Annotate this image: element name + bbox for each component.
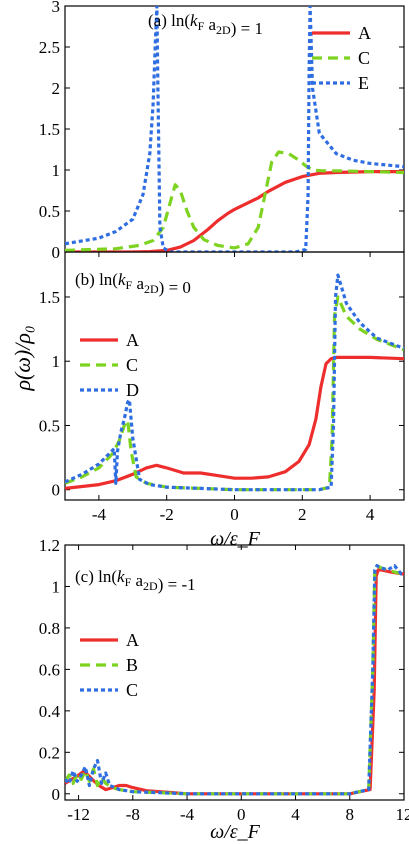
legend-label: C	[126, 680, 138, 700]
panel-c: 0 0.2 0.4 0.6 0.8 1 1.2 -12 -8 -4 0 4 8 12 (c) ln(kF a…	[39, 536, 409, 824]
legend-label: C	[126, 355, 138, 375]
x-axis-label-c: ω/ε_F	[210, 821, 261, 843]
y-tick-label: 2.5	[39, 38, 60, 57]
panel-a: 0 0.5 1 1.5 2 2.5 3 (a) ln(kF a2D) = 1 ACE	[39, 0, 405, 262]
x-tick-label: 0	[237, 805, 246, 824]
x-tick-label: -8	[126, 805, 140, 824]
x-tick-label: -2	[160, 505, 174, 524]
legend-label: B	[126, 655, 138, 675]
legend-label: E	[358, 73, 369, 93]
panel-annotation-b: (b) ln(kF a2D) = 0	[75, 270, 191, 297]
x-tick-label: 0	[230, 505, 239, 524]
y-tick-label: 0	[52, 481, 61, 500]
y-tick-label: 2	[52, 79, 61, 98]
y-tick-label: 1	[52, 161, 61, 180]
y-tick-label: 1.2	[39, 536, 60, 555]
x-tick-label: 12	[396, 805, 409, 824]
y-axis-label: ρ(ω)/ρ₀	[10, 325, 35, 391]
x-tick-label: 4	[291, 805, 300, 824]
series-line-a-c	[65, 150, 404, 252]
panel-annotation-a: (a) ln(kF a2D) = 1	[148, 11, 263, 38]
x-tick-label: -12	[67, 805, 90, 824]
x-axis-label-b: ω/ε_F	[210, 528, 261, 550]
y-tick-label: 1	[52, 577, 61, 596]
y-tick-label: 1.5	[39, 120, 60, 139]
legend-label: C	[358, 48, 370, 68]
y-tick-label: 0.4	[39, 702, 61, 721]
legend-label: D	[126, 380, 139, 400]
legend-label: A	[126, 330, 139, 350]
x-tick-label: 8	[346, 805, 355, 824]
series-line-c-a	[65, 568, 404, 796]
y-tick-label: 3	[52, 0, 61, 16]
x-tick-label: 4	[366, 505, 375, 524]
series-line-a-e	[65, 6, 404, 252]
series-line-b-a	[65, 355, 404, 490]
legend-label: A	[126, 630, 139, 650]
plot-frame-a	[64, 5, 405, 253]
y-tick-label: 0.2	[39, 743, 60, 762]
series-line-c-b	[65, 564, 404, 796]
y-tick-label: 0	[52, 243, 61, 262]
series-line-b-d	[65, 273, 404, 492]
panel-annotation-c: (c) ln(kF a2D) = -1	[75, 567, 196, 594]
series-line-c-c	[65, 564, 404, 796]
y-tick-label: 0.8	[39, 619, 60, 638]
panel-b: 0 0.5 1 1.5 -4 -2 0 2 4 (b) ln(kF a2D) = 0 ACD	[39, 251, 405, 524]
y-tick-label: 1	[52, 352, 61, 371]
x-tick-label: 2	[298, 505, 307, 524]
y-tick-label: 0	[52, 785, 61, 804]
y-tick-label: 0.5	[39, 202, 60, 221]
x-tick-label: -4	[92, 505, 107, 524]
y-tick-label: 0.5	[39, 416, 60, 435]
plot-frame-c	[64, 544, 405, 801]
x-tick-label: -4	[180, 805, 195, 824]
legend-label: A	[358, 23, 371, 43]
series-line-a-a	[65, 170, 404, 252]
y-tick-label: 1.5	[39, 288, 60, 307]
y-tick-label: 0.6	[39, 660, 60, 679]
